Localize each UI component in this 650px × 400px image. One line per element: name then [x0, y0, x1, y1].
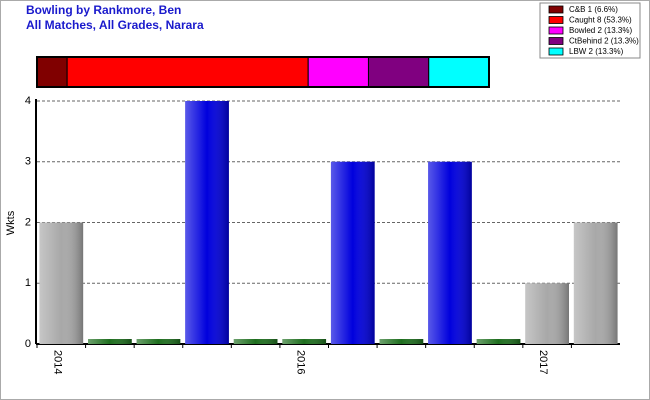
chart-subtitle: All Matches, All Grades, Narara	[26, 18, 204, 32]
legend-swatch	[548, 47, 564, 56]
legend-swatch	[548, 16, 564, 24]
bar-shade	[428, 161, 472, 344]
legend-swatch	[548, 37, 564, 45]
bar-shade	[233, 339, 278, 344]
dismissal-segment	[66, 56, 309, 88]
y-tick-label: 4	[25, 95, 31, 107]
y-tick-label: 1	[25, 277, 31, 289]
y-tick-label: 0	[25, 338, 31, 350]
bar-shade	[88, 339, 132, 344]
bar-shade	[185, 101, 229, 344]
legend-swatch	[548, 26, 564, 35]
y-tick-label: 3	[25, 156, 31, 168]
bar-shade	[573, 222, 618, 344]
bar-shade	[282, 339, 327, 344]
bar-shade	[330, 161, 375, 344]
legend-label: LBW 2 (13.3%)	[569, 47, 624, 56]
x-tick-label: 2016	[294, 350, 306, 374]
dismissal-segment	[428, 56, 490, 88]
bar-shade	[476, 339, 521, 344]
x-tick-label: 2014	[51, 350, 63, 374]
bar-shade	[525, 283, 569, 344]
dismissal-segment	[36, 56, 68, 88]
dismissal-outline	[36, 56, 490, 88]
y-axis-label: Wkts	[5, 210, 17, 235]
dismissal-segment	[307, 56, 369, 88]
dismissal-segment	[367, 56, 430, 88]
bar-shade	[379, 339, 424, 344]
legend-label: CtBehind 2 (13.3%)	[569, 37, 639, 46]
legend-label: Bowled 2 (13.3%)	[569, 26, 632, 35]
bar-shade	[39, 222, 84, 344]
legend-label: Caught 8 (53.3%)	[569, 16, 632, 25]
chart-title: Bowling by Rankmore, Ben	[26, 3, 181, 17]
legend-swatch	[548, 5, 564, 14]
x-tick-label: 2017	[537, 350, 549, 374]
legend-label: C&B 1 (6.6%)	[569, 5, 618, 14]
y-tick-label: 2	[25, 216, 31, 228]
bar-shade	[136, 339, 181, 344]
